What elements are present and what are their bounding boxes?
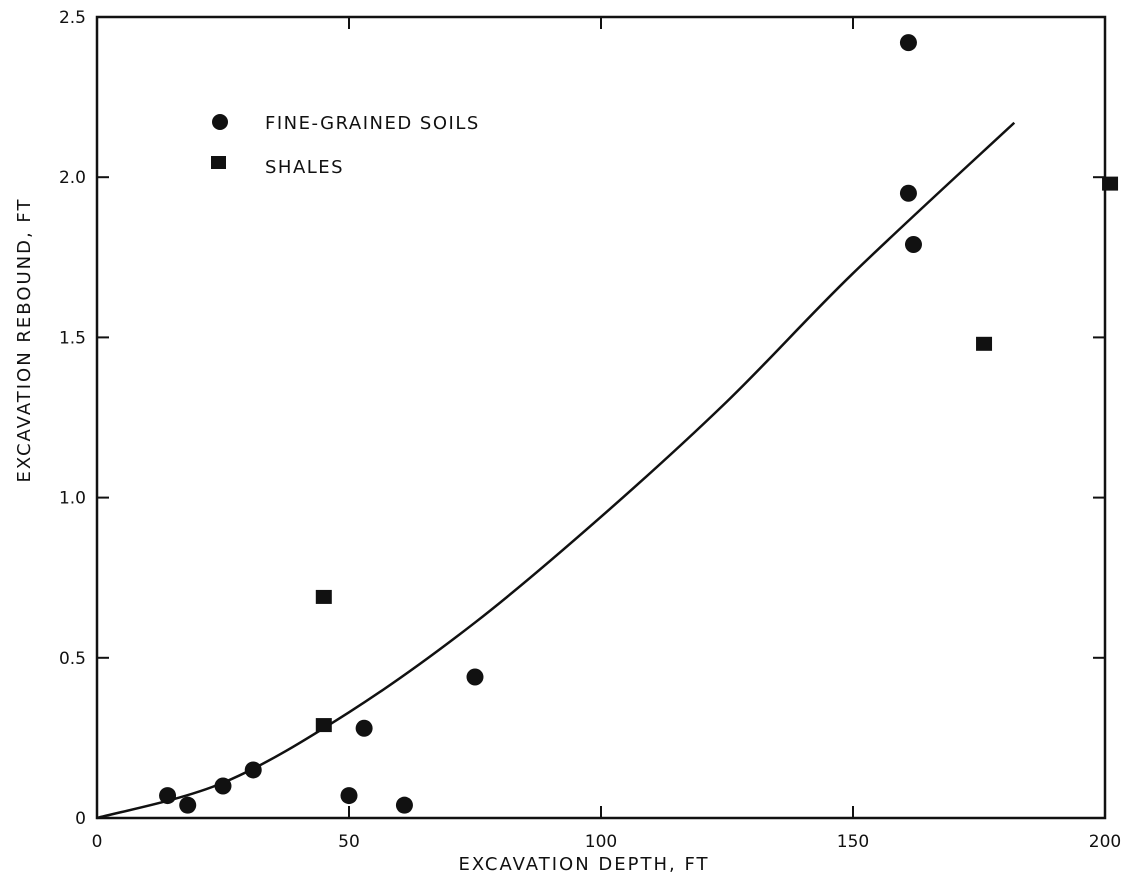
x-tick-label: 50 <box>338 832 360 852</box>
data-point-fine-grained-soils <box>179 796 197 814</box>
trend-curve-layer <box>96 121 1016 820</box>
legend: FINE-GRAINED SOILS SHALES <box>211 113 480 178</box>
data-point-fine-grained-soils <box>214 777 232 795</box>
data-point-shales <box>315 718 332 733</box>
y-tick-label: 2.0 <box>59 168 86 188</box>
axis-ticks <box>97 17 1105 818</box>
data-point-fine-grained-soils <box>466 668 484 686</box>
data-point-fine-grained-soils <box>355 719 373 737</box>
data-points-layer <box>159 34 1119 814</box>
data-point-shales <box>976 336 993 351</box>
y-tick-label: 2.5 <box>59 8 86 28</box>
plot-border <box>95 15 1107 820</box>
legend-label-shales: SHALES <box>265 157 344 178</box>
x-tick-label: 0 <box>92 832 103 852</box>
x-tick-label: 200 <box>1089 832 1121 852</box>
y-tick-label: 0 <box>75 809 86 829</box>
y-tick-label: 0.5 <box>59 649 86 669</box>
data-point-fine-grained-soils <box>904 235 922 253</box>
x-tick-label: 100 <box>585 832 617 852</box>
x-axis-title: EXCAVATION DEPTH, FT <box>459 854 710 875</box>
trend-curve <box>96 121 1016 820</box>
tick-labels: 0 50 100 150 200 0 0.5 1.0 1.5 2.0 2.5 <box>59 8 1121 852</box>
x-tick-label: 150 <box>837 832 869 852</box>
y-axis-title: EXCAVATION REBOUND, FT <box>14 198 35 483</box>
data-point-fine-grained-soils <box>340 787 358 805</box>
legend-marker-shales <box>211 156 226 169</box>
y-tick-label: 1.0 <box>59 489 86 509</box>
data-point-fine-grained-soils <box>899 34 917 52</box>
data-point-fine-grained-soils <box>244 761 262 779</box>
y-tick-label: 1.5 <box>59 328 86 348</box>
data-point-fine-grained-soils <box>395 796 413 814</box>
legend-label-fine-grained-soils: FINE-GRAINED SOILS <box>265 113 480 134</box>
data-point-shales <box>315 589 332 604</box>
legend-marker-fine-grained-soils <box>212 114 228 130</box>
data-point-shales <box>1102 176 1119 191</box>
plot-frame <box>95 15 1107 820</box>
data-point-fine-grained-soils <box>899 184 917 202</box>
data-point-fine-grained-soils <box>159 787 177 805</box>
